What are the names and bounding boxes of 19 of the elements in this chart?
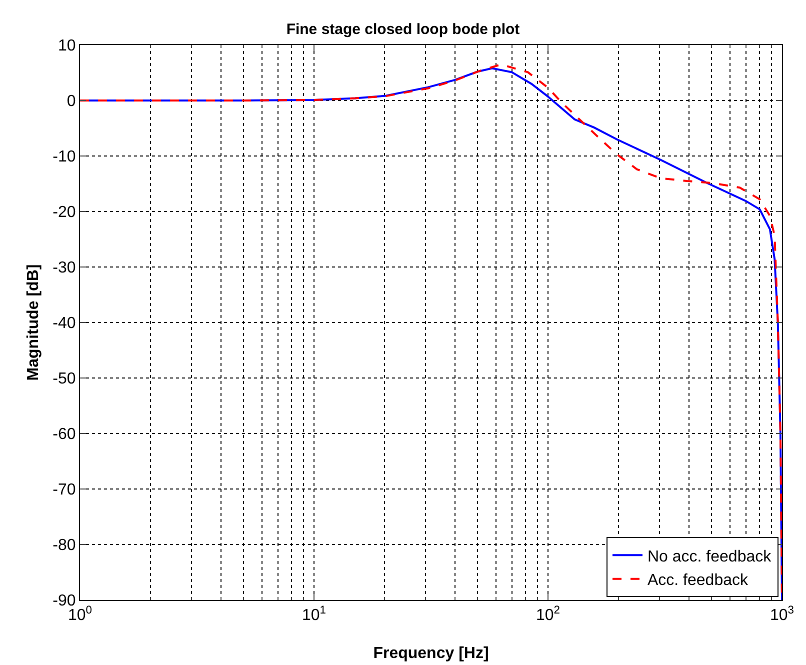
y-tick-label: -20 (52, 204, 76, 222)
y-tick-label: -40 (52, 315, 76, 332)
y-tick-label: -80 (52, 537, 76, 554)
legend-label: Acc. feedback (647, 572, 749, 590)
legend-label: No acc. feedback (647, 548, 772, 566)
y-tick-label: -70 (52, 482, 76, 499)
y-tick-label: 0 (66, 93, 76, 110)
chart-title: Fine stage closed loop bode plot (286, 20, 520, 38)
x-tick-label: 10$^{1}$ (302, 604, 326, 624)
y-tick-label: -10 (52, 148, 76, 166)
x-tick-label: 10$^{2}$ (536, 604, 560, 624)
y-axis-title: Magnitude [dB] (25, 264, 42, 381)
y-tick-label: 10 (58, 38, 76, 55)
x-axis-title: Frequency [Hz] (373, 645, 489, 662)
y-tick-label: -60 (52, 426, 76, 444)
y-tick-label: -50 (52, 370, 76, 388)
y-tick-label: -30 (52, 260, 76, 277)
y-tick-label: -90 (52, 592, 76, 610)
x-tick-label: 10$^{3}$ (770, 604, 794, 624)
